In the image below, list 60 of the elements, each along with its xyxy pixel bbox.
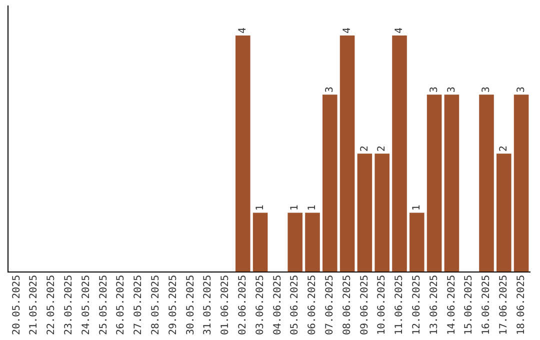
x-tick-label: 18.06.2025 — [516, 274, 527, 336]
x-tick-label: 01.06.2025 — [220, 274, 232, 336]
x-tick-label: 24.05.2025 — [80, 274, 92, 336]
x-tick-label: 14.06.2025 — [446, 274, 458, 336]
bar — [252, 212, 268, 272]
x-tick-label: 04.06.2025 — [272, 274, 284, 336]
bar — [322, 94, 338, 272]
x-tick-label: 16.06.2025 — [481, 274, 492, 336]
bar — [374, 154, 390, 272]
x-tick-label: 31.05.2025 — [202, 274, 214, 336]
bar — [444, 94, 460, 272]
data-label: 1 — [307, 204, 318, 211]
bar — [410, 212, 424, 272]
x-tick-label: 26.05.2025 — [116, 274, 127, 336]
bar — [288, 212, 302, 272]
data-label: 2 — [359, 146, 370, 152]
x-tick-label: 23.05.2025 — [63, 274, 74, 336]
data-label: 2 — [498, 146, 510, 152]
x-tick-label: 08.06.2025 — [342, 274, 353, 336]
data-label: 3 — [481, 86, 492, 93]
data-label: 1 — [290, 204, 301, 211]
x-tick-label: 06.06.2025 — [307, 274, 318, 336]
x-tick-label: 11.06.2025 — [394, 274, 406, 336]
x-tick-label: 27.05.2025 — [133, 274, 144, 336]
data-label: 1 — [411, 204, 422, 211]
x-tick-label: 28.05.2025 — [150, 274, 162, 336]
x-tick-label: 22.05.2025 — [46, 274, 58, 336]
bar — [392, 36, 407, 272]
x-tick-label: 13.06.2025 — [428, 274, 440, 336]
x-tick-label: 20.05.2025 — [11, 274, 22, 336]
bar — [305, 212, 320, 272]
x-tick-label: 17.06.2025 — [498, 274, 510, 336]
bar — [426, 94, 442, 272]
data-label: 3 — [516, 86, 527, 93]
data-label: 4 — [237, 28, 248, 34]
data-label: 4 — [394, 28, 406, 34]
data-label: 4 — [342, 28, 353, 34]
data-label: 3 — [446, 86, 458, 93]
data-label: 1 — [254, 204, 266, 211]
x-tick-label: 15.06.2025 — [464, 274, 475, 336]
bar — [357, 154, 372, 272]
bar — [496, 154, 512, 272]
x-tick-label: 07.06.2025 — [324, 274, 336, 336]
data-label: 3 — [324, 86, 336, 93]
data-label: 2 — [376, 146, 388, 152]
x-tick-label: 29.05.2025 — [168, 274, 179, 336]
x-tick-label: 09.06.2025 — [359, 274, 370, 336]
data-label: 3 — [428, 86, 440, 93]
bar — [479, 94, 494, 272]
bar — [340, 36, 355, 272]
x-tick-label: 12.06.2025 — [411, 274, 422, 336]
x-tick-label: 05.06.2025 — [290, 274, 301, 336]
bar — [236, 36, 250, 272]
x-tick-label: 25.05.2025 — [98, 274, 110, 336]
bar — [514, 94, 529, 272]
x-tick-label: 30.05.2025 — [185, 274, 196, 336]
x-tick-label: 03.06.2025 — [254, 274, 266, 336]
x-tick-label: 21.05.2025 — [28, 274, 40, 336]
x-tick-label: 02.06.2025 — [237, 274, 248, 336]
x-tick-label: 10.06.2025 — [376, 274, 388, 336]
